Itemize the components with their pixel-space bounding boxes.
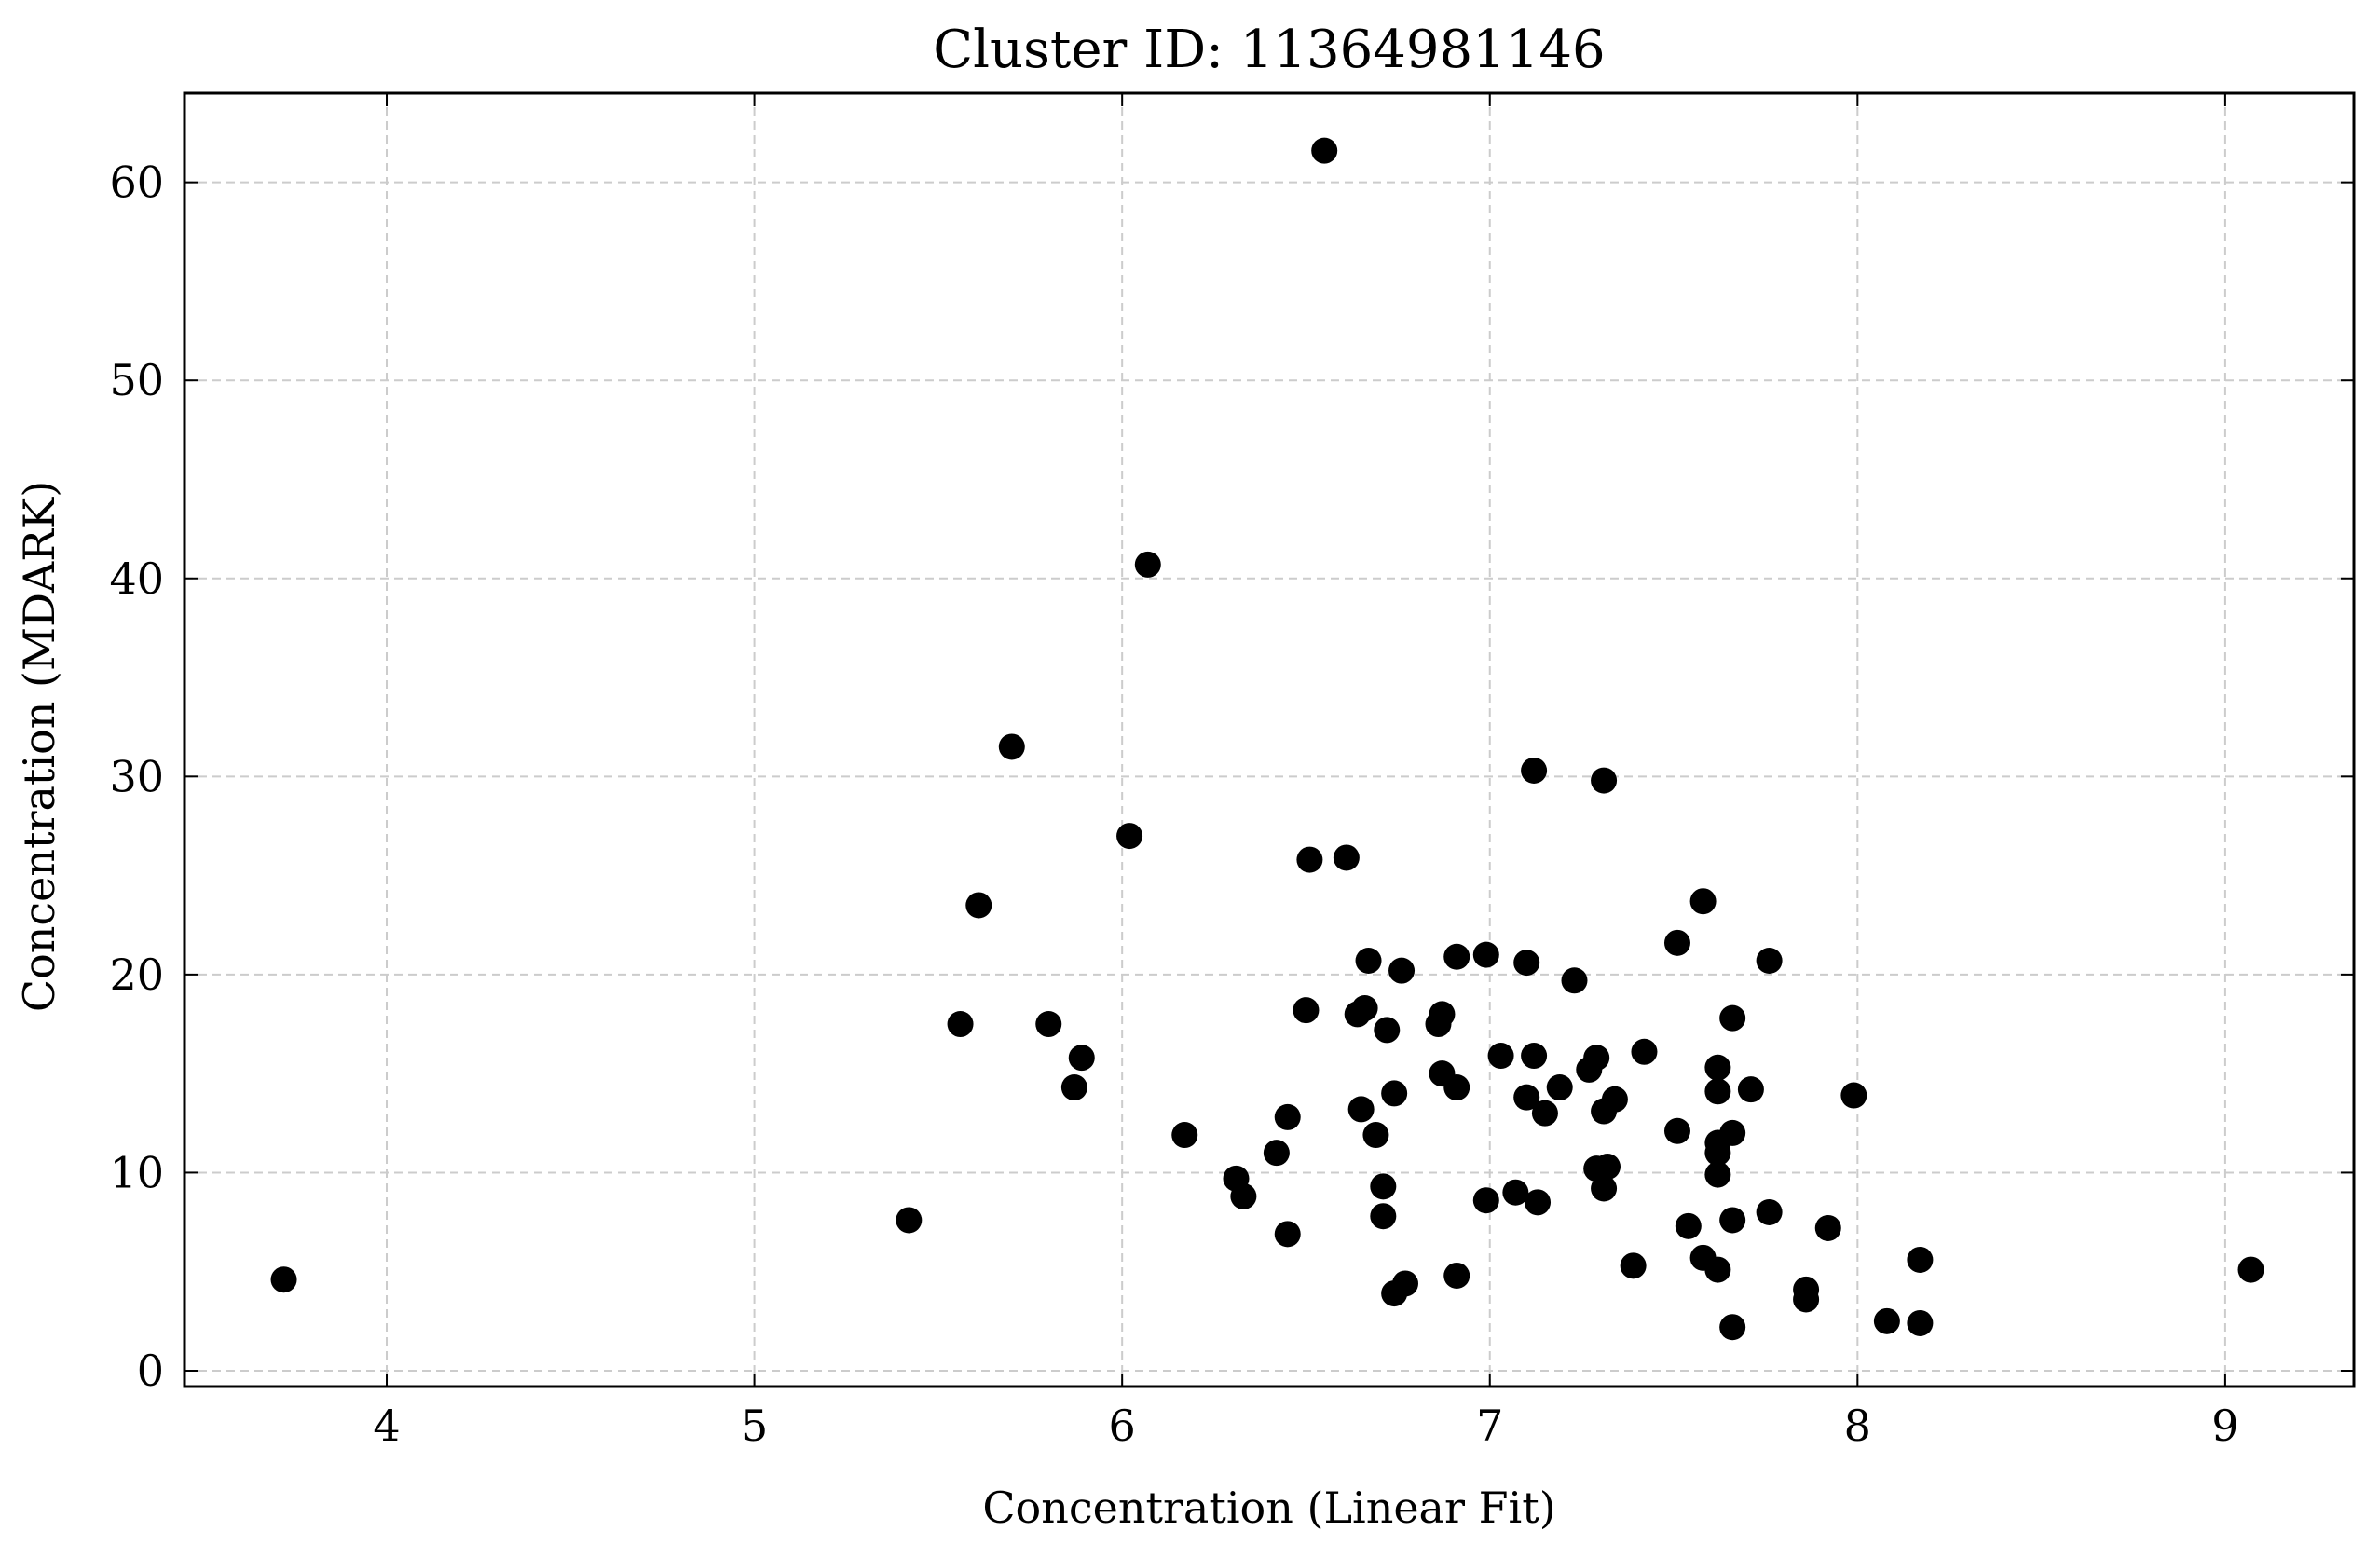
data-point xyxy=(1793,1286,1820,1313)
y-axis-label: Concentration (MDARK) xyxy=(14,481,64,1012)
data-point xyxy=(1737,1076,1764,1103)
data-points xyxy=(270,137,2264,1341)
data-point xyxy=(1620,1252,1647,1279)
data-point xyxy=(1293,997,1320,1024)
data-point xyxy=(1347,1096,1375,1123)
data-point xyxy=(1719,1314,1746,1341)
data-point xyxy=(1907,1309,1934,1336)
data-point xyxy=(1274,1103,1301,1130)
y-tick-label: 0 xyxy=(137,1346,164,1396)
x-tick-label: 8 xyxy=(1844,1401,1871,1451)
data-point xyxy=(1521,1043,1548,1070)
y-tick-label: 50 xyxy=(109,355,164,405)
y-tick-label: 10 xyxy=(109,1147,164,1197)
data-point xyxy=(1381,1080,1408,1107)
data-point xyxy=(1513,1084,1540,1111)
x-tick-label: 9 xyxy=(2211,1401,2238,1451)
data-point xyxy=(1814,1214,1841,1241)
y-tick-label: 40 xyxy=(109,554,164,604)
data-point xyxy=(998,733,1025,760)
data-point xyxy=(896,1207,923,1234)
data-point xyxy=(1704,1054,1731,1081)
data-point xyxy=(1719,1119,1746,1146)
y-tick-label: 30 xyxy=(109,751,164,801)
x-axis-label: Concentration (Linear Fit) xyxy=(982,1483,1555,1533)
data-point xyxy=(1362,1122,1389,1149)
data-point xyxy=(1591,1175,1618,1202)
data-point xyxy=(1704,1161,1731,1188)
data-point xyxy=(1355,948,1382,975)
data-point xyxy=(1719,1207,1746,1234)
y-tick-label: 60 xyxy=(109,157,164,208)
data-point xyxy=(1840,1082,1867,1109)
data-point xyxy=(1583,1045,1610,1072)
data-point xyxy=(1263,1140,1290,1167)
x-tick-label: 7 xyxy=(1476,1401,1503,1451)
data-point xyxy=(1756,948,1783,975)
data-point xyxy=(1370,1203,1397,1230)
axis-ticks: 4 5 6 7 8 9 0 10 20 30 40 50 60 xyxy=(109,93,2354,1451)
x-tick-label: 5 xyxy=(741,1401,768,1451)
data-point xyxy=(1487,1043,1514,1070)
data-point xyxy=(1443,1262,1470,1289)
data-point xyxy=(1513,950,1540,977)
data-point xyxy=(965,892,992,919)
data-point xyxy=(1873,1307,1900,1334)
data-point xyxy=(1370,1173,1397,1200)
data-point xyxy=(1068,1045,1095,1072)
data-point xyxy=(1171,1122,1198,1149)
data-point xyxy=(1374,1017,1401,1044)
data-point xyxy=(1704,1140,1731,1167)
data-point xyxy=(1472,1187,1499,1214)
data-point xyxy=(1521,757,1548,784)
data-point xyxy=(1531,1100,1558,1127)
data-point xyxy=(270,1266,297,1293)
data-point xyxy=(1333,844,1360,871)
data-point xyxy=(1601,1086,1628,1113)
data-point xyxy=(1663,929,1690,956)
data-point xyxy=(1116,823,1143,850)
data-point xyxy=(1689,888,1717,915)
data-point xyxy=(1230,1182,1257,1210)
data-point xyxy=(1443,943,1470,970)
data-point xyxy=(1546,1074,1573,1101)
data-point xyxy=(1035,1011,1062,1038)
data-point xyxy=(1594,1154,1621,1181)
data-point xyxy=(1388,957,1416,984)
data-point xyxy=(1351,995,1378,1022)
data-point xyxy=(1663,1117,1690,1144)
data-point xyxy=(1525,1189,1552,1216)
x-tick-label: 4 xyxy=(373,1401,400,1451)
data-point xyxy=(1429,1001,1456,1028)
data-point xyxy=(1591,767,1618,794)
chart-title: Cluster ID: 11364981146 xyxy=(933,20,1605,80)
data-point xyxy=(1060,1074,1087,1101)
data-point xyxy=(1443,1074,1470,1101)
data-point xyxy=(1907,1246,1934,1273)
data-point xyxy=(1719,1004,1746,1032)
data-point xyxy=(1631,1038,1658,1065)
x-tick-label: 6 xyxy=(1109,1401,1136,1451)
data-point xyxy=(1274,1221,1301,1248)
data-point xyxy=(1391,1270,1418,1297)
y-tick-label: 20 xyxy=(109,950,164,1000)
data-point xyxy=(1704,1078,1731,1105)
grid-lines xyxy=(185,93,2354,1387)
data-point xyxy=(1472,941,1499,968)
data-point xyxy=(1756,1198,1783,1225)
data-point xyxy=(947,1011,974,1038)
data-point xyxy=(2237,1256,2264,1283)
data-point xyxy=(1704,1256,1731,1283)
data-point xyxy=(1561,967,1588,994)
data-point xyxy=(1296,846,1323,873)
data-point xyxy=(1675,1212,1702,1239)
data-point xyxy=(1134,551,1161,578)
data-point xyxy=(1502,1179,1529,1206)
data-point xyxy=(1311,137,1338,164)
plot-frame xyxy=(183,91,2356,1388)
